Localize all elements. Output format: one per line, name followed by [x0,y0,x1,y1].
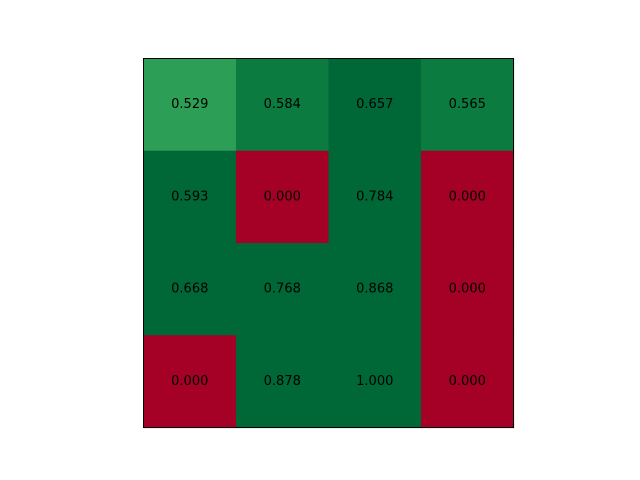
heatmap-cell-r0-c2 [328,58,422,152]
heatmap-cell-r2-c2 [328,243,422,336]
plot-frame [143,58,514,428]
heatmap-cell-r0-c0 [143,58,237,152]
cell-label-r0-c0: 0.529 [171,97,208,112]
cell-label-r0-c3: 0.565 [449,97,486,112]
cell-label-r0-c1: 0.584 [264,97,301,112]
heatmap-cell-r3-c3 [421,335,515,429]
cell-label-r2-c0: 0.668 [171,282,208,297]
heatmap-cell-r1-c3 [421,150,515,244]
cell-label-r1-c3: 0.000 [449,189,486,204]
cell-label-r1-c0: 0.593 [171,189,208,204]
cell-label-r3-c0: 0.000 [171,374,208,389]
heatmap-cell-r3-c2 [328,335,422,429]
heatmap-cells [143,58,515,429]
cell-label-r3-c2: 1.000 [356,374,393,389]
cell-label-r2-c1: 0.768 [264,282,301,297]
heatmap-cell-r0-c1 [236,58,330,152]
cell-label-r0-c2: 0.657 [356,97,393,112]
heatmap-cell-r3-c0 [143,335,237,429]
cell-label-r1-c1: 0.000 [264,189,301,204]
heatmap-cell-r2-c1 [236,243,330,336]
heatmap-cell-r1-c2 [328,150,422,244]
cell-label-r2-c3: 0.000 [449,282,486,297]
heatmap-cell-r2-c0 [143,243,237,336]
heatmap-cell-r1-c1 [236,150,330,244]
cell-label-r3-c3: 0.000 [449,374,486,389]
cell-label-r3-c1: 0.878 [264,374,301,389]
cell-label-r1-c2: 0.784 [356,189,393,204]
heatmap-cell-r3-c1 [236,335,330,429]
heatmap-cell-r1-c0 [143,150,237,244]
heatmap-cell-r2-c3 [421,243,515,336]
heatmap-labels: 0.529 0.584 0.657 0.565 0.593 0.000 0.784 0.000… [171,97,486,389]
heatmap-cell-r0-c3 [421,58,515,152]
cell-label-r2-c2: 0.868 [356,282,393,297]
